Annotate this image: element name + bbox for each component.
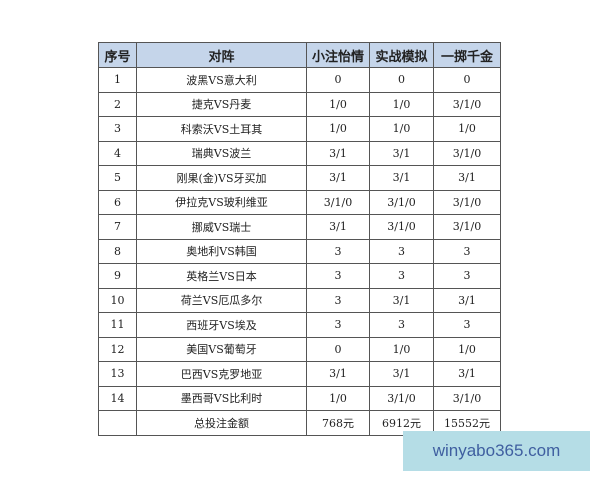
table-cell: 3 xyxy=(306,287,370,313)
table-cell: 3/1/0 xyxy=(433,189,501,215)
table-cell: 14 xyxy=(98,385,137,411)
table-cell: 3/1 xyxy=(433,287,501,313)
table-row: 7 挪威VS瑞士 3/1 3/1/0 3/1/0 xyxy=(98,214,501,240)
table-cell: 768元 xyxy=(306,410,370,436)
table-cell: 3/1 xyxy=(306,165,370,191)
column-header: 一掷千金 xyxy=(433,42,501,68)
table-cell: 3/1 xyxy=(369,361,434,387)
table-cell: 0 xyxy=(369,67,434,93)
table-cell: 5 xyxy=(98,165,137,191)
table-cell: 挪威VS瑞士 xyxy=(136,214,307,240)
table-cell: 3/1/0 xyxy=(369,189,434,215)
table-row: 10 荷兰VS厄瓜多尔 3 3/1 3/1 xyxy=(98,287,501,313)
table-cell: 波黑VS意大利 xyxy=(136,67,307,93)
table-cell: 3/1/0 xyxy=(433,91,501,117)
table-row: 6 伊拉克VS玻利维亚 3/1/0 3/1/0 3/1/0 xyxy=(98,189,501,215)
table-cell: 总投注金额 xyxy=(136,410,307,436)
table-cell: 3 xyxy=(306,238,370,264)
table-cell: 巴西VS克罗地亚 xyxy=(136,361,307,387)
table-cell: 墨西哥VS比利时 xyxy=(136,385,307,411)
table-cell: 1/0 xyxy=(369,91,434,117)
table-cell: 1/0 xyxy=(433,116,501,142)
header-row: 序号 对阵 小注怡情 实战模拟 一掷千金 xyxy=(98,42,501,68)
table-cell: 荷兰VS厄瓜多尔 xyxy=(136,287,307,313)
table-row: 8 奥地利VS韩国 3 3 3 xyxy=(98,238,501,264)
table-cell: 10 xyxy=(98,287,137,313)
table-cell: 3 xyxy=(98,116,137,142)
column-header: 实战模拟 xyxy=(369,42,434,68)
table-cell: 3 xyxy=(306,312,370,338)
watermark: winyabo365.com xyxy=(403,431,590,471)
table-cell: 3/1/0 xyxy=(433,214,501,240)
table-cell: 3/1 xyxy=(433,165,501,191)
table-row: 4 瑞典VS波兰 3/1 3/1 3/1/0 xyxy=(98,140,501,166)
table-row: 14 墨西哥VS比利时 1/0 3/1/0 3/1/0 xyxy=(98,385,501,411)
table-cell: 3 xyxy=(433,312,501,338)
table-cell: 3/1 xyxy=(369,287,434,313)
table-cell: 0 xyxy=(306,67,370,93)
table-cell: 1/0 xyxy=(433,336,501,362)
table-cell: 科索沃VS土耳其 xyxy=(136,116,307,142)
table-row: 3 科索沃VS土耳其 1/0 1/0 1/0 xyxy=(98,116,501,142)
table-cell: 英格兰VS日本 xyxy=(136,263,307,289)
table-cell: 2 xyxy=(98,91,137,117)
table-cell xyxy=(98,410,137,436)
column-header: 对阵 xyxy=(136,42,307,68)
table-row: 13 巴西VS克罗地亚 3/1 3/1 3/1 xyxy=(98,361,501,387)
table-cell: 3/1 xyxy=(433,361,501,387)
table-cell: 11 xyxy=(98,312,137,338)
table-cell: 3/1/0 xyxy=(369,385,434,411)
table-row: 9 英格兰VS日本 3 3 3 xyxy=(98,263,501,289)
table-cell: 西班牙VS埃及 xyxy=(136,312,307,338)
table-cell: 伊拉克VS玻利维亚 xyxy=(136,189,307,215)
table-cell: 3/1/0 xyxy=(433,385,501,411)
table-cell: 1/0 xyxy=(369,336,434,362)
table-cell: 3 xyxy=(369,312,434,338)
table-cell: 捷克VS丹麦 xyxy=(136,91,307,117)
table-cell: 3 xyxy=(433,238,501,264)
table-cell: 刚果(金)VS牙买加 xyxy=(136,165,307,191)
table-cell: 3/1 xyxy=(369,165,434,191)
table-cell: 3/1 xyxy=(306,214,370,240)
table-cell: 奥地利VS韩国 xyxy=(136,238,307,264)
table-cell: 8 xyxy=(98,238,137,264)
table-cell: 3/1 xyxy=(306,361,370,387)
table-cell: 1/0 xyxy=(306,385,370,411)
table-cell: 9 xyxy=(98,263,137,289)
table-cell: 0 xyxy=(433,67,501,93)
table-row: 12 美国VS葡萄牙 0 1/0 1/0 xyxy=(98,336,501,362)
table-cell: 美国VS葡萄牙 xyxy=(136,336,307,362)
table-row: 11 西班牙VS埃及 3 3 3 xyxy=(98,312,501,338)
table-cell: 12 xyxy=(98,336,137,362)
table-cell: 3 xyxy=(306,263,370,289)
table-cell: 3 xyxy=(369,238,434,264)
table-cell: 7 xyxy=(98,214,137,240)
table-cell: 3/1/0 xyxy=(369,214,434,240)
table-row: 1 波黑VS意大利 0 0 0 xyxy=(98,67,501,93)
table-cell: 6 xyxy=(98,189,137,215)
column-header: 小注怡情 xyxy=(306,42,370,68)
table-cell: 0 xyxy=(306,336,370,362)
table-cell: 13 xyxy=(98,361,137,387)
table-cell: 1/0 xyxy=(369,116,434,142)
table-cell: 3/1 xyxy=(306,140,370,166)
column-header: 序号 xyxy=(98,42,137,68)
table-cell: 1/0 xyxy=(306,116,370,142)
table-row: 2 捷克VS丹麦 1/0 1/0 3/1/0 xyxy=(98,91,501,117)
table-cell: 3/1/0 xyxy=(306,189,370,215)
table-cell: 3/1/0 xyxy=(433,140,501,166)
table-cell: 4 xyxy=(98,140,137,166)
table-cell: 3/1 xyxy=(369,140,434,166)
table-cell: 1/0 xyxy=(306,91,370,117)
table-cell: 瑞典VS波兰 xyxy=(136,140,307,166)
table-row: 5 刚果(金)VS牙买加 3/1 3/1 3/1 xyxy=(98,165,501,191)
table-cell: 3 xyxy=(433,263,501,289)
table-cell: 3 xyxy=(369,263,434,289)
bet-table: 序号 对阵 小注怡情 实战模拟 一掷千金 1 波黑VS意大利 0 0 0 2 捷克VS丹麦 1/0 1/… xyxy=(98,42,501,436)
table-cell: 1 xyxy=(98,67,137,93)
